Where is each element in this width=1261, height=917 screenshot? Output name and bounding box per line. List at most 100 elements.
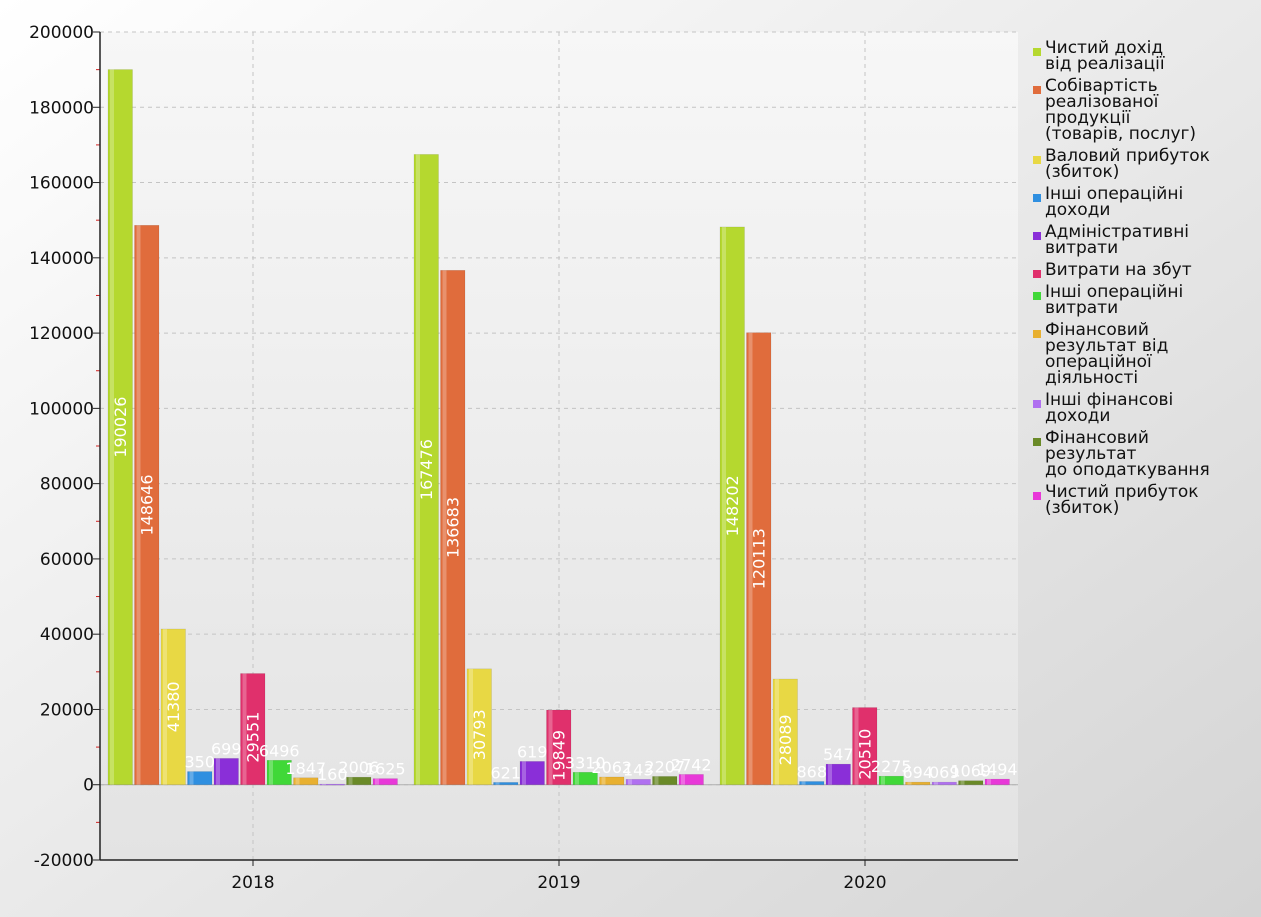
legend-item: Інші фінансові доходи	[1033, 390, 1258, 426]
bar-highlight	[495, 782, 500, 785]
legend-item: Фінансовий результат до оподаткування	[1033, 428, 1258, 480]
data-label: 30793	[470, 709, 489, 760]
bar	[187, 771, 213, 785]
x-tick-label: 2019	[537, 873, 580, 893]
legend-swatch	[1033, 292, 1041, 300]
legend-swatch	[1033, 232, 1041, 240]
x-tick-label: 2018	[231, 873, 274, 893]
data-label: 148646	[138, 474, 157, 535]
bar	[746, 332, 772, 785]
bar	[134, 225, 160, 785]
bar-highlight	[748, 332, 753, 785]
data-label: 1494	[977, 760, 1018, 779]
legend-label: Чистий прибуток (збиток)	[1045, 482, 1199, 518]
legend-swatch	[1033, 400, 1041, 408]
bar	[346, 776, 372, 785]
y-tick-label: 80000	[40, 475, 94, 495]
bars	[107, 69, 1010, 786]
legend-label: Інші фінансові доходи	[1045, 390, 1174, 426]
legend-item: Собівартість реалізованої продукції (тов…	[1033, 76, 1258, 144]
grid	[100, 31, 1018, 861]
data-label: 29551	[244, 712, 263, 763]
data-label: 2207	[644, 757, 685, 776]
bar	[825, 763, 851, 785]
y-tick-label: 100000	[29, 399, 94, 419]
bar	[984, 778, 1010, 785]
legend-item: Витрати на збут	[1033, 260, 1258, 280]
bar	[772, 678, 798, 785]
bar-highlight	[348, 777, 353, 785]
bar	[240, 673, 266, 785]
legend-swatch	[1033, 86, 1041, 94]
x-tick-label: 2020	[843, 873, 886, 893]
bar-highlight	[828, 764, 832, 785]
legend-swatch	[1033, 492, 1041, 500]
data-label: 20510	[856, 729, 875, 780]
bar	[878, 775, 904, 785]
data-label: 41380	[164, 681, 183, 732]
y-tick-label: 0	[83, 776, 94, 796]
data-label: 120113	[750, 528, 769, 589]
bar-highlight	[375, 778, 379, 785]
bar-highlight	[442, 270, 447, 785]
data-label: 2742	[671, 755, 712, 774]
bar-highlight	[681, 774, 685, 785]
y-tick-label: 120000	[29, 324, 94, 344]
data-label: 136683	[444, 497, 463, 558]
bar	[799, 781, 825, 785]
bar	[107, 69, 133, 785]
bar	[266, 760, 292, 785]
bar-highlight	[295, 777, 300, 785]
bar-highlight	[722, 226, 726, 785]
bar	[372, 778, 398, 785]
legend-swatch	[1033, 330, 1041, 338]
data-label: 1847	[285, 759, 326, 778]
legend-label: Витрати на збут	[1045, 260, 1192, 280]
bar	[599, 776, 625, 785]
data-label: 2006	[338, 758, 379, 777]
legend-label: Адміністративні витрати	[1045, 222, 1190, 258]
bar-highlight	[416, 154, 420, 785]
bar-highlight	[242, 673, 247, 785]
data-label: 160	[317, 765, 348, 784]
legend-item: Валовий прибуток (збиток)	[1033, 148, 1258, 181]
bar	[493, 782, 519, 785]
legend-label: Собівартість реалізованої продукції (тов…	[1045, 76, 1197, 144]
data-label: 2275	[871, 757, 912, 776]
bar-highlight	[601, 776, 606, 785]
y-tick-label: 60000	[40, 550, 94, 570]
bar-highlight	[163, 628, 167, 785]
bar	[852, 707, 878, 785]
legend-label: Фінансовий результат до оподаткування	[1045, 428, 1210, 480]
legend-item: Адміністративні витрати	[1033, 222, 1258, 258]
bar	[466, 668, 492, 785]
bar-highlight	[548, 710, 553, 785]
legend-item: Інші операційні витрати	[1033, 284, 1258, 317]
legend: Чистий дохід від реалізації Собівартість …	[1033, 40, 1258, 522]
bar-highlight	[216, 758, 220, 785]
y-tick-label: 40000	[40, 625, 94, 645]
bar	[958, 780, 984, 785]
bar-highlight	[907, 782, 912, 785]
bar	[572, 772, 598, 785]
bar-highlight	[801, 781, 806, 785]
data-label: 167476	[417, 439, 436, 500]
bar-highlight	[189, 771, 194, 785]
data-label: 350	[184, 753, 215, 772]
data-label: 547	[823, 745, 854, 764]
data-label: 1069	[950, 762, 991, 781]
legend-label: Інші операційні доходи	[1045, 184, 1184, 220]
y-tick-label: 20000	[40, 700, 94, 720]
data-label: 28089	[776, 714, 795, 765]
y-tick-label: -20000	[34, 851, 94, 871]
y-tick-label: 200000	[29, 23, 94, 43]
bar	[678, 774, 704, 785]
legend-item: Фінансовий результат від операційної дія…	[1033, 322, 1258, 387]
bar	[546, 709, 572, 785]
legend-swatch	[1033, 194, 1041, 202]
data-label: 148202	[723, 475, 742, 536]
bar-highlight	[987, 779, 991, 785]
data-label: 621	[490, 763, 521, 782]
